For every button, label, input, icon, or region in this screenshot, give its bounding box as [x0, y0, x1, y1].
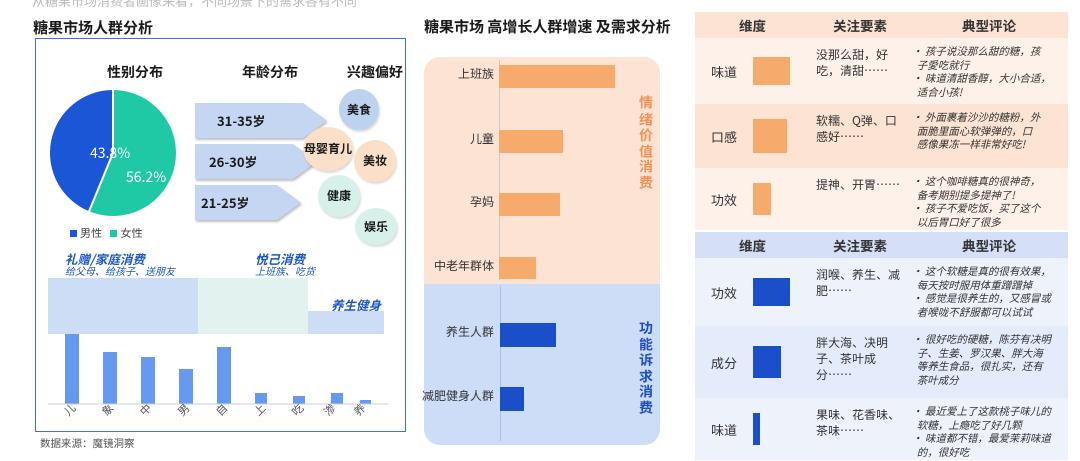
svg-text:43.8%: 43.8%: [90, 143, 130, 163]
svg-text:31-35岁: 31-35岁: [217, 111, 266, 130]
svg-text:56.2%: 56.2%: [126, 167, 166, 187]
svg-text:26-30岁: 26-30岁: [209, 152, 258, 171]
svg-text:21-25岁: 21-25岁: [201, 193, 250, 212]
